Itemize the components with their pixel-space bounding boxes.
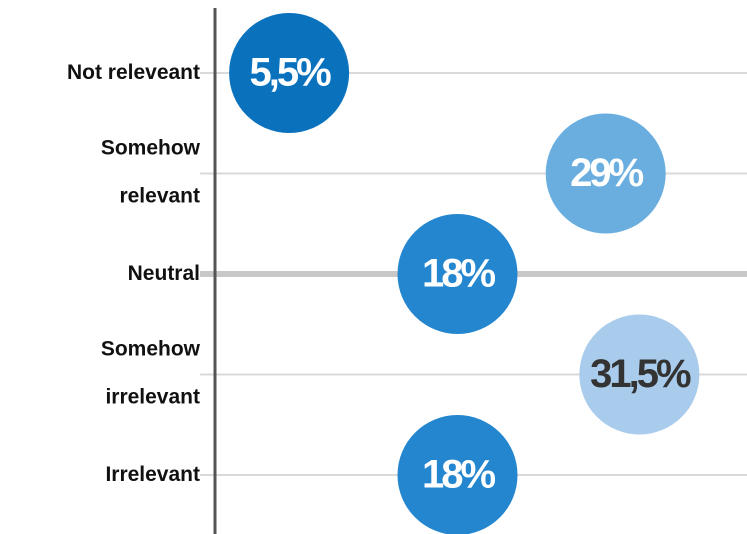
category-label: Neutral — [128, 262, 200, 285]
bubble — [229, 13, 350, 133]
bubble — [579, 314, 700, 435]
category-line: Somehow — [101, 136, 201, 159]
category-line: irrelevant — [105, 385, 200, 408]
category-label: Irrelevant — [105, 463, 200, 486]
category-label: Somehow irrelevant — [101, 337, 201, 408]
bubble — [545, 113, 666, 234]
bubble — [397, 415, 518, 534]
category-line: relevant — [119, 184, 200, 207]
value-label: 31,5% — [590, 352, 691, 396]
bubble — [397, 214, 518, 334]
category-line: Not releveant — [67, 61, 200, 84]
value-label: 5,5% — [250, 51, 332, 95]
category-line: Irrelevant — [105, 463, 200, 486]
value-label: 29% — [570, 151, 643, 195]
value-label: 18% — [422, 453, 495, 497]
value-label: 18% — [422, 252, 495, 296]
category-label: Somehow relevant — [101, 136, 201, 207]
category-line: Somehow — [101, 337, 201, 360]
category-label: Not releveant — [67, 61, 200, 84]
category-line: Neutral — [128, 262, 200, 285]
